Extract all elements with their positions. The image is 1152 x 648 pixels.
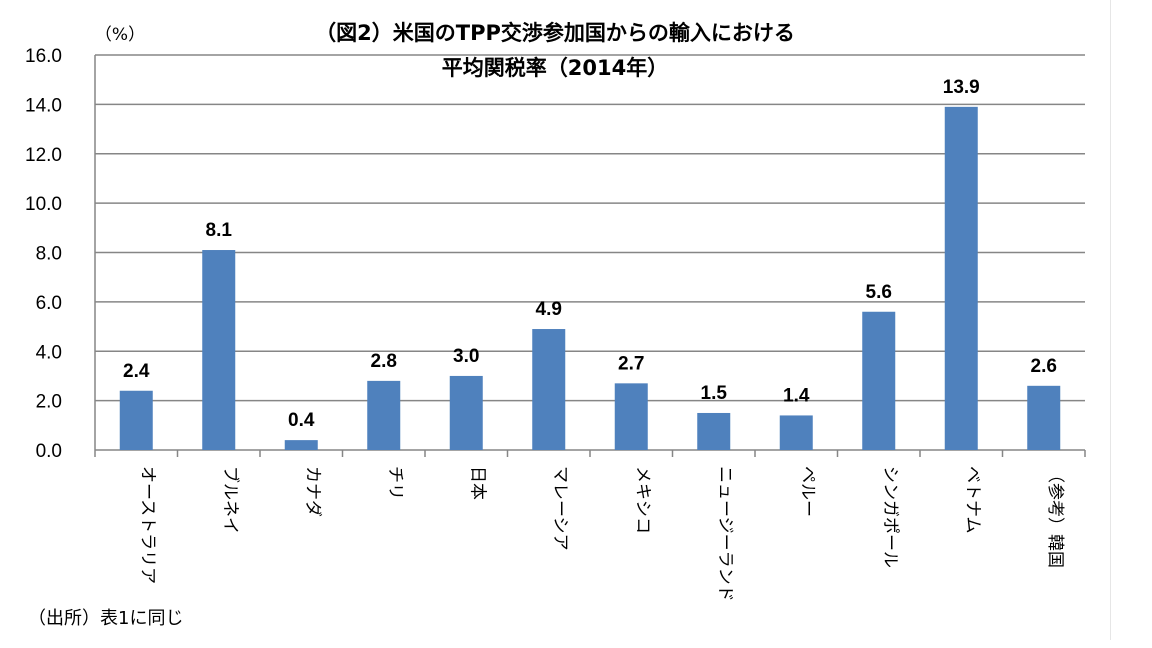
x-tick-label: （参考）韓国: [1045, 466, 1065, 568]
data-label: 4.9: [536, 299, 562, 320]
bar: [779, 415, 813, 450]
chart-subtitle: 平均関税率（2014年）: [442, 56, 668, 80]
bar: [862, 311, 896, 450]
data-label: 8.1: [206, 220, 233, 241]
bar: [1027, 385, 1061, 450]
panel-divider: [1110, 0, 1111, 640]
data-label: 0.4: [288, 410, 315, 431]
x-tick-label: マレーシア: [550, 466, 570, 551]
x-tick-label: チリ: [385, 466, 405, 500]
unit-label: （%）: [95, 25, 145, 45]
y-tick-label: 16.0: [25, 46, 62, 67]
x-tick-label: オーストラリア: [137, 466, 157, 584]
x-tick-label: ニュージーランド: [715, 466, 735, 602]
data-label: 1.4: [783, 385, 810, 406]
y-tick-label: 14.0: [25, 95, 62, 116]
data-label: 3.0: [453, 346, 479, 367]
data-label: 1.5: [701, 383, 728, 404]
bar: [697, 412, 731, 450]
x-tick-label: メキシコ: [632, 466, 652, 534]
x-tick-label: シンガポール: [880, 466, 900, 568]
bar: [367, 380, 401, 450]
y-tick-label: 4.0: [36, 342, 62, 363]
x-tick-label: ブルネイ: [220, 466, 241, 534]
y-tick-label: 10.0: [25, 194, 62, 215]
data-label: 13.9: [943, 77, 980, 98]
gridlines: [94, 54, 1086, 457]
data-label: 2.6: [1031, 356, 1057, 377]
bar: [449, 375, 483, 450]
x-axis-ticks: オーストラリア ブルネイ カナダ チリ 日本 マレーシア メキシコ ニュージーランド ペルー シン…: [137, 466, 1065, 602]
data-label: 2.7: [618, 353, 644, 374]
y-tick-label: 2.0: [36, 392, 62, 413]
bar: [284, 440, 318, 450]
data-label: 2.8: [371, 351, 397, 372]
data-label: 2.4: [123, 361, 150, 382]
bar: [944, 106, 978, 450]
x-tick-label: ベトナム: [962, 466, 982, 534]
data-labels: 2.4 8.1 0.4 2.8 3.0 4.9 2.7 1.5 1.4 5.6 13.9 2.6: [123, 77, 1057, 431]
x-tick-label: ペルー: [797, 466, 817, 517]
bar: [119, 390, 153, 450]
chart-title: （図2）米国のTPP交渉参加国からの輸入における: [315, 21, 795, 45]
y-tick-label: 6.0: [36, 293, 62, 314]
bars: [119, 106, 1061, 450]
data-label: 5.6: [866, 282, 892, 303]
y-axis-ticks: 0.0 2.0 4.0 6.0 8.0 10.0 12.0 14.0 16.0: [25, 46, 62, 462]
x-tick-label: 日本: [467, 466, 487, 500]
x-tick-label: カナダ: [302, 466, 322, 517]
y-tick-label: 8.0: [36, 244, 62, 265]
y-tick-label: 0.0: [36, 441, 62, 462]
bar: [614, 383, 648, 450]
y-tick-label: 12.0: [25, 145, 62, 166]
bar: [202, 250, 236, 450]
source-note: （出所）表1に同じ: [28, 608, 183, 629]
bar: [532, 329, 566, 450]
